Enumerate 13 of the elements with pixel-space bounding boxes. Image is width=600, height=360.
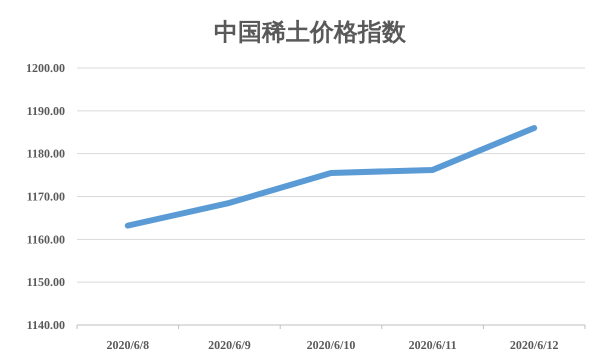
x-tick-label: 2020/6/8 xyxy=(106,338,150,352)
x-tick-label: 2020/6/9 xyxy=(208,338,251,352)
y-tick-label: 1200.00 xyxy=(26,61,65,75)
y-tick-label: 1160.00 xyxy=(26,232,65,246)
y-tick-label: 1180.00 xyxy=(26,146,65,161)
x-tick-label: 2020/6/11 xyxy=(408,338,457,352)
y-tick-label: 1150.00 xyxy=(26,275,65,290)
y-tick-label: 1190.00 xyxy=(26,104,65,118)
y-tick-label: 1170.00 xyxy=(26,190,65,204)
x-tick-label: 2020/6/10 xyxy=(306,338,356,352)
y-tick-label: 1140.00 xyxy=(26,318,65,332)
x-tick-label: 2020/6/12 xyxy=(510,338,559,352)
chart-title: 中国稀土价格指数 xyxy=(214,18,407,46)
